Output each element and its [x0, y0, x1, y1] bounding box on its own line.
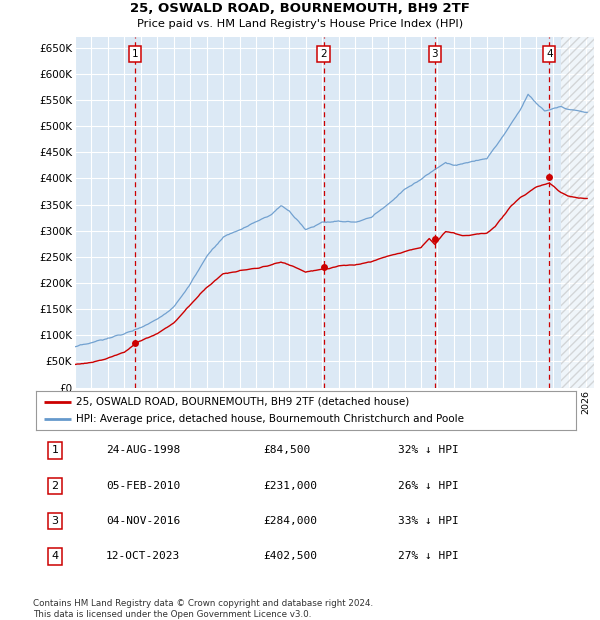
Text: 12-OCT-2023: 12-OCT-2023 — [106, 551, 181, 562]
Text: 2: 2 — [52, 480, 58, 491]
Text: HPI: Average price, detached house, Bournemouth Christchurch and Poole: HPI: Average price, detached house, Bour… — [77, 414, 464, 424]
Text: 24-AUG-1998: 24-AUG-1998 — [106, 445, 181, 456]
Text: 1: 1 — [132, 49, 139, 59]
Text: 27% ↓ HPI: 27% ↓ HPI — [398, 551, 458, 562]
Text: 25, OSWALD ROAD, BOURNEMOUTH, BH9 2TF: 25, OSWALD ROAD, BOURNEMOUTH, BH9 2TF — [130, 2, 470, 15]
Text: £84,500: £84,500 — [263, 445, 310, 456]
Text: £284,000: £284,000 — [263, 516, 317, 526]
Text: £402,500: £402,500 — [263, 551, 317, 562]
Text: £231,000: £231,000 — [263, 480, 317, 491]
Text: 2: 2 — [320, 49, 327, 59]
Text: 26% ↓ HPI: 26% ↓ HPI — [398, 480, 458, 491]
Text: 4: 4 — [52, 551, 58, 562]
Text: 04-NOV-2016: 04-NOV-2016 — [106, 516, 181, 526]
Text: 25, OSWALD ROAD, BOURNEMOUTH, BH9 2TF (detached house): 25, OSWALD ROAD, BOURNEMOUTH, BH9 2TF (d… — [77, 397, 410, 407]
Text: 32% ↓ HPI: 32% ↓ HPI — [398, 445, 458, 456]
Text: 3: 3 — [431, 49, 438, 59]
Text: 05-FEB-2010: 05-FEB-2010 — [106, 480, 181, 491]
Text: 33% ↓ HPI: 33% ↓ HPI — [398, 516, 458, 526]
Text: 1: 1 — [52, 445, 58, 456]
Text: Contains HM Land Registry data © Crown copyright and database right 2024.
This d: Contains HM Land Registry data © Crown c… — [33, 600, 373, 619]
Text: 3: 3 — [52, 516, 58, 526]
Text: Price paid vs. HM Land Registry's House Price Index (HPI): Price paid vs. HM Land Registry's House … — [137, 19, 463, 29]
Text: 4: 4 — [546, 49, 553, 59]
